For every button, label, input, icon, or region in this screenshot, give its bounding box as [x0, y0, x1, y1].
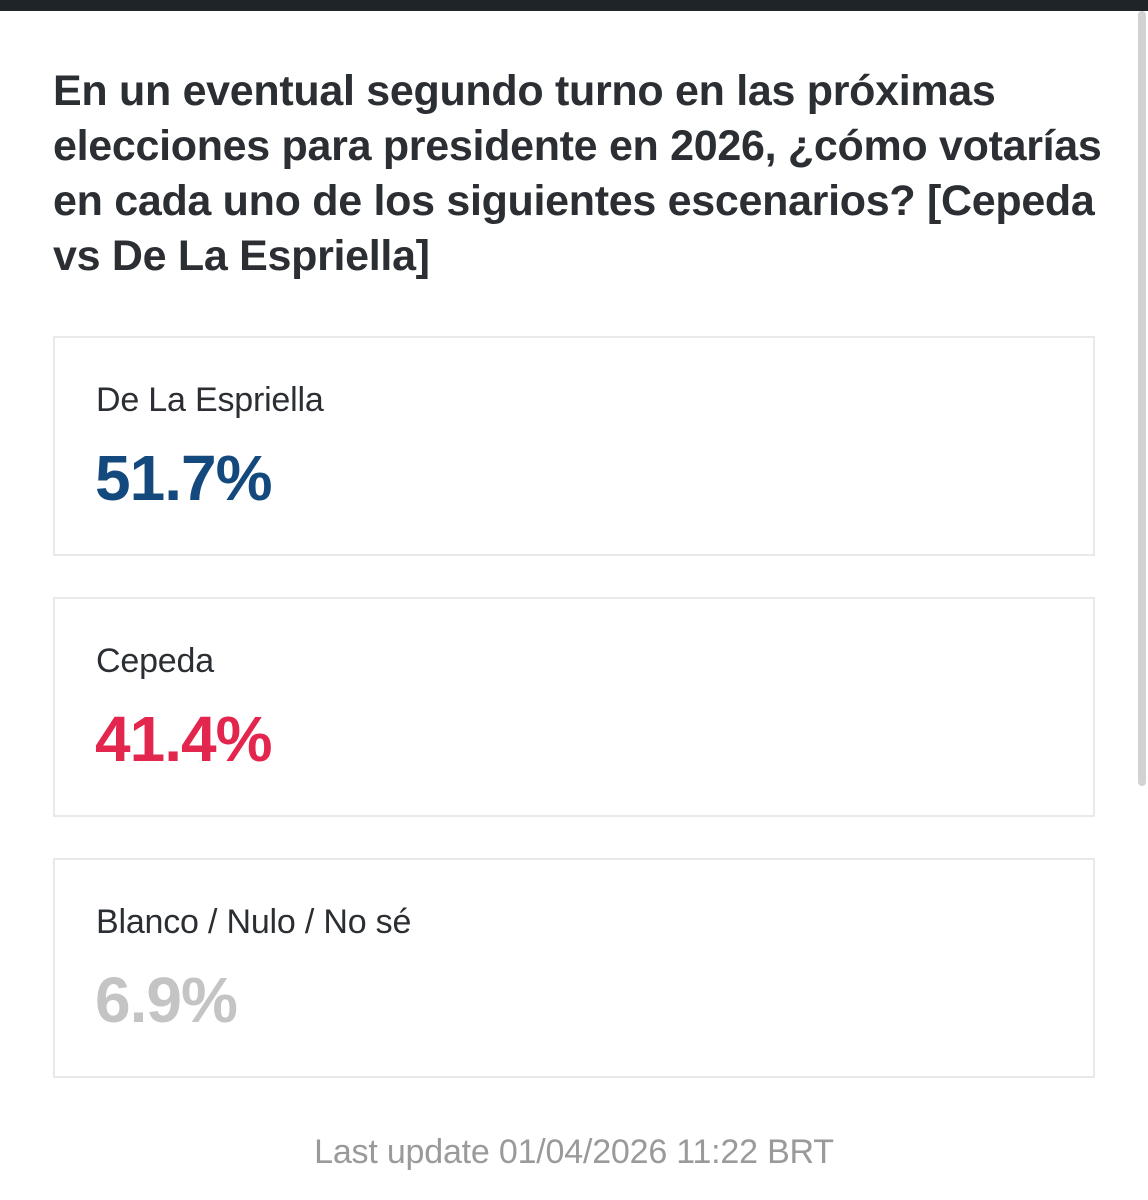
scrollbar-thumb[interactable]: [1138, 11, 1146, 786]
result-card-cepeda: Cepeda 41.4%: [53, 597, 1095, 817]
scrollbar[interactable]: [1130, 11, 1148, 1200]
option-percentage: 6.9%: [95, 964, 238, 1036]
candidate-percentage: 51.7%: [95, 442, 272, 514]
option-label: Blanco / Nulo / No sé: [96, 903, 412, 941]
top-bar: [0, 0, 1148, 11]
result-card-blanco-nulo: Blanco / Nulo / No sé 6.9%: [53, 858, 1095, 1078]
result-card-de-la-espriella: De La Espriella 51.7%: [53, 336, 1095, 556]
poll-question: En un eventual segundo turno en las próx…: [53, 67, 1102, 280]
results-list: De La Espriella 51.7% Cepeda 41.4% Blanc…: [53, 336, 1095, 1119]
candidate-label: Cepeda: [96, 642, 214, 680]
candidate-label: De La Espriella: [96, 381, 324, 419]
last-update-text: Last update 01/04/2026 11:22 BRT: [314, 1133, 834, 1171]
candidate-percentage: 41.4%: [95, 703, 272, 775]
